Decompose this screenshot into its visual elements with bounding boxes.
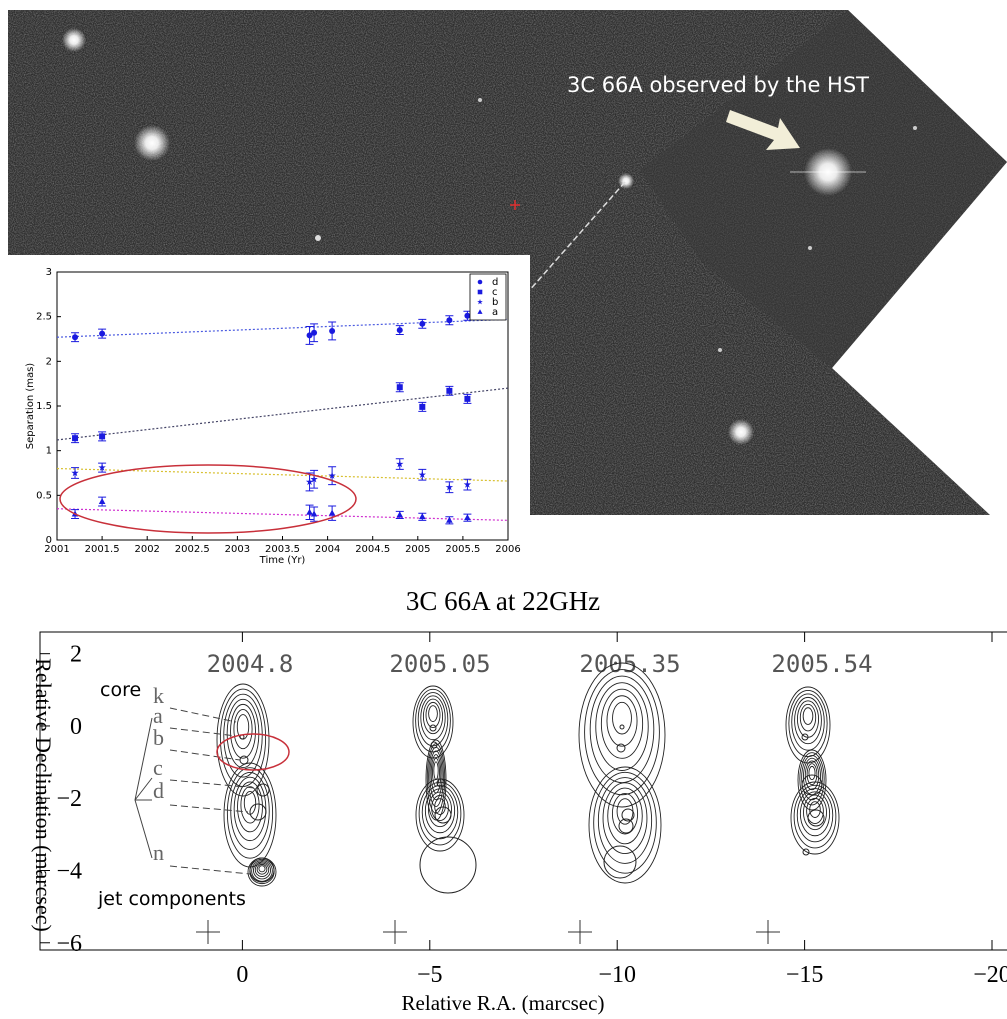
y-tick-label: −4 (56, 859, 82, 885)
y-tick-label: −2 (56, 786, 82, 812)
x-tick-label: 2001.5 (85, 544, 120, 555)
x-tick-label: 2002.5 (175, 544, 210, 555)
y-tick-label: 0.5 (36, 490, 52, 501)
figure: 3C 66A observed by the HST 20012001.5200… (0, 0, 1007, 1019)
legend-marker (478, 280, 483, 285)
epoch-label: 2004.8 (207, 650, 294, 678)
x-tick-label: 2004 (315, 544, 340, 555)
bracket (135, 718, 152, 858)
point (446, 388, 452, 394)
point (99, 433, 105, 439)
contour-line (259, 866, 265, 872)
y-tick-label: 0 (46, 535, 52, 546)
contour-line (426, 702, 440, 727)
contour-line (797, 789, 833, 842)
y-axis-label: Separation (mas) (25, 363, 36, 450)
inset-chart: 20012001.520022002.520032003.520042004.5… (8, 255, 530, 575)
legend-label: a (492, 307, 498, 318)
component-circle (617, 744, 625, 752)
beam-cross (568, 920, 592, 944)
legend-box (470, 274, 506, 320)
point (446, 317, 452, 323)
point (72, 334, 78, 340)
contour-line (429, 706, 438, 722)
y-tick-label: 2 (70, 642, 82, 668)
x-tick-label: 2004.5 (355, 544, 390, 555)
legend-marker (478, 290, 483, 295)
y-tick-label: 3 (46, 267, 52, 278)
contour-line (800, 704, 815, 731)
contour-line (803, 708, 813, 725)
x-tick-label: 2005.5 (445, 544, 480, 555)
leader-line (170, 805, 248, 812)
leader-line (170, 866, 250, 874)
x-tick-label: 2002 (134, 544, 159, 555)
beam-cross (196, 920, 220, 944)
point (397, 384, 403, 390)
contour-line (791, 782, 839, 854)
component-label: b (153, 725, 164, 750)
beam-cross (383, 920, 407, 944)
x-tick-label: −5 (417, 962, 443, 988)
contour-line (589, 767, 661, 883)
y-tick-label: 0 (70, 714, 82, 740)
contour-line (413, 686, 453, 758)
contour-line (234, 709, 252, 748)
contour-line (416, 779, 464, 851)
contour-chart: 3C 66A at 22GHz0−5−10−15−2020−2−4−6Relat… (31, 586, 1007, 1015)
contour-line (607, 696, 637, 746)
highlight-ellipse (217, 734, 289, 770)
x-tick-label: 2003 (225, 544, 250, 555)
x-tick-label: −10 (598, 962, 636, 988)
x-tick-label: −20 (973, 962, 1007, 988)
x-axis-label: Time (Yr) (259, 555, 306, 566)
component-label: d (153, 778, 164, 803)
y-tick-label: 2 (46, 356, 52, 367)
y-axis-label: Relative Declination (marcsec) (31, 658, 56, 932)
point (464, 313, 470, 319)
contour-line (241, 787, 259, 823)
contour-line (579, 663, 665, 807)
point (311, 330, 317, 336)
epoch-label: 2005.54 (771, 650, 872, 678)
y-tick-label: 1 (46, 446, 52, 457)
point (397, 327, 403, 333)
point (464, 396, 470, 402)
contour-line (252, 861, 273, 882)
y-tick-label: 2.5 (36, 312, 52, 323)
y-tick-label: 1.5 (36, 401, 52, 412)
contour-line (224, 763, 276, 867)
component-label: n (153, 840, 164, 865)
x-tick-label: 2006 (495, 544, 520, 555)
contour-line (601, 689, 642, 758)
component-circle (420, 837, 476, 893)
point (329, 328, 335, 334)
contour-line (792, 694, 825, 750)
component-circle (620, 725, 624, 729)
x-axis-label: Relative R.A. (marcsec) (402, 991, 605, 1015)
x-tick-label: 0 (236, 962, 248, 988)
component-label: c (153, 755, 163, 780)
component-circle (240, 756, 248, 764)
contour-line (809, 766, 815, 779)
point (99, 331, 105, 337)
component-label: jet components (97, 888, 246, 910)
chart-title: 3C 66A at 22GHz (406, 586, 600, 616)
image-caption: 3C 66A observed by the HST (567, 73, 869, 97)
x-tick-label: −15 (786, 962, 824, 988)
contour-line (434, 762, 438, 780)
contour-line (807, 798, 824, 823)
x-tick-label: 2003.5 (265, 544, 300, 555)
point (419, 404, 425, 410)
beam-cross (756, 920, 780, 944)
point (72, 435, 78, 441)
epoch-label: 2005.05 (389, 650, 490, 678)
component-label: core (100, 679, 141, 701)
point (419, 321, 425, 327)
x-tick-label: 2005 (405, 544, 430, 555)
y-tick-label: −6 (56, 931, 82, 957)
contour-line (418, 693, 448, 746)
leader-line (170, 728, 236, 736)
